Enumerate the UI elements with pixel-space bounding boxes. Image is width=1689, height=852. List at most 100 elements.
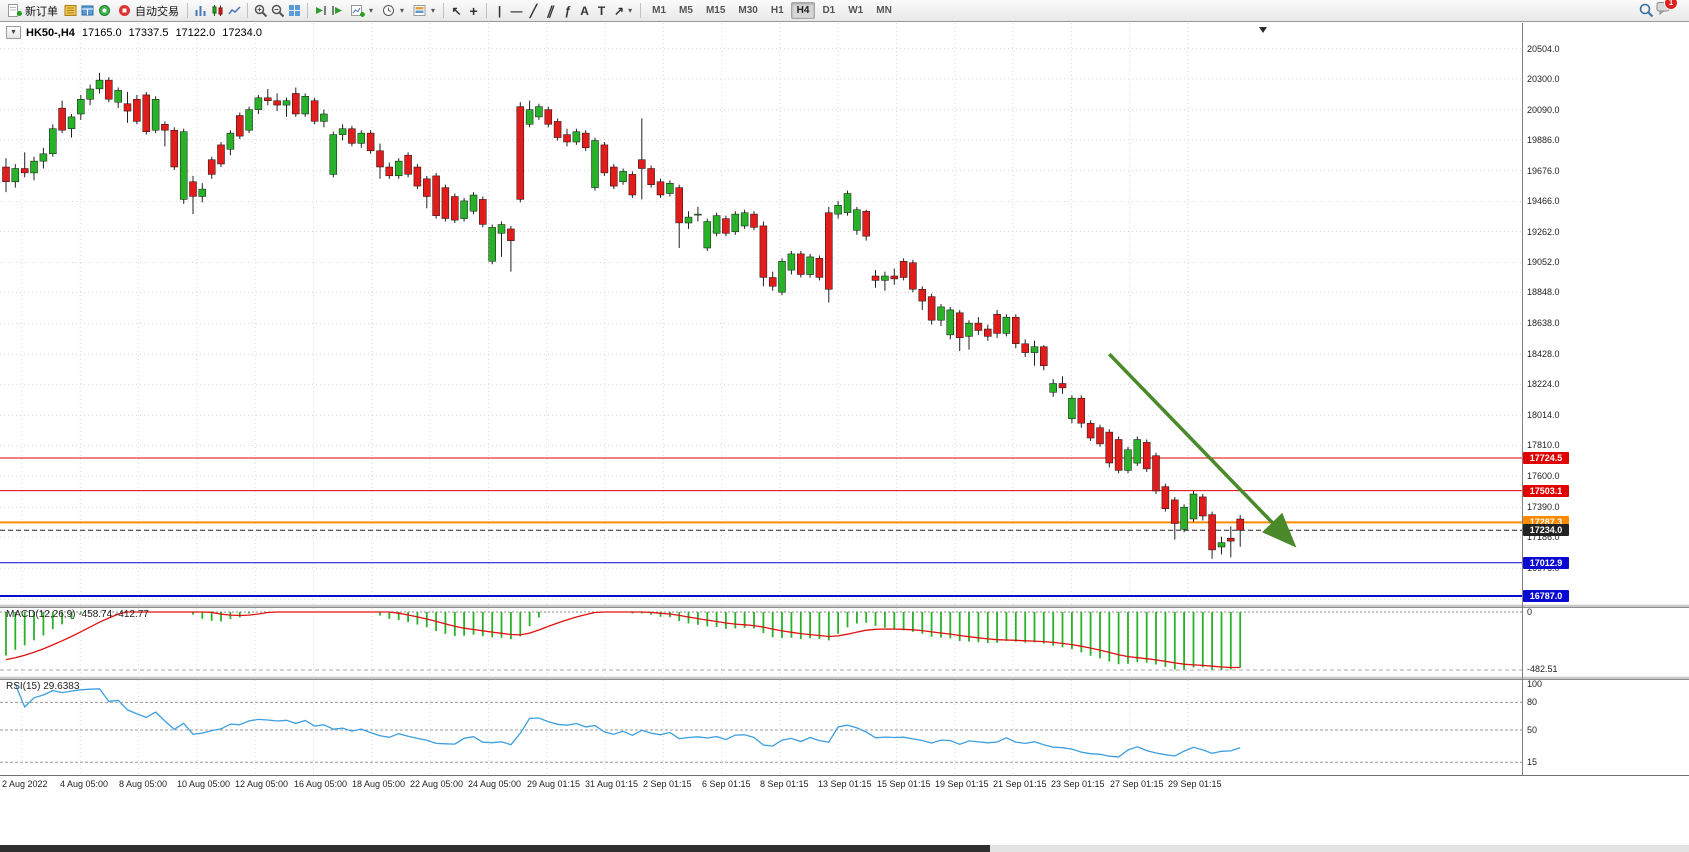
h-scrollbar-track[interactable] <box>0 845 1689 852</box>
x-axis-label: 21 Sep 01:15 <box>993 779 1047 789</box>
auto-scroll-button[interactable] <box>313 3 328 18</box>
y-axis-label: 17600.0 <box>1527 471 1560 481</box>
chevron-down-icon: ▾ <box>400 6 405 15</box>
x-axis-label: 19 Sep 01:15 <box>935 779 989 789</box>
y-axis-label: 18224.0 <box>1527 379 1560 389</box>
h-scrollbar-thumb[interactable] <box>0 845 990 852</box>
time-axis[interactable]: 2 Aug 2022 4 Aug 05:00 8 Aug 05:00 10 Aug 0… <box>0 775 1689 792</box>
text-tool[interactable]: A <box>580 3 589 18</box>
price-tag-17724.5: 17724.5 <box>1523 452 1569 464</box>
cursor-button[interactable]: ↖ <box>451 3 462 18</box>
tf-W1[interactable]: W1 <box>848 5 864 16</box>
tf-M30[interactable]: M30 <box>738 5 758 16</box>
periods-button[interactable]: ▾ <box>378 1 407 21</box>
auto-trading-button[interactable]: 自动交易 <box>114 1 182 21</box>
notifications-button[interactable] <box>1656 1 1671 16</box>
x-axis-label: 22 Aug 05:00 <box>410 779 464 789</box>
x-axis-label: 16 Aug 05:00 <box>294 779 348 789</box>
clock-icon <box>381 3 396 18</box>
bar-chart-button[interactable] <box>193 3 208 18</box>
rsi-level-label: 15 <box>1527 757 1538 767</box>
zoom-in-button[interactable] <box>253 3 268 18</box>
candlestick-chart-button[interactable] <box>210 3 225 18</box>
x-axis-label: 27 Sep 01:15 <box>1110 779 1164 789</box>
rsi-level-label: 50 <box>1527 725 1538 735</box>
new-order-label: 新订单 <box>25 5 58 18</box>
separator <box>640 3 642 18</box>
new-order-icon <box>7 3 22 18</box>
trendline-tool[interactable]: ╱ <box>529 3 538 18</box>
chart-shift-button[interactable] <box>330 3 345 18</box>
x-axis-label: 6 Sep 01:15 <box>702 779 751 789</box>
macd-values: -458.74 -412.77 <box>78 609 149 620</box>
vertical-line-tool[interactable]: | <box>497 3 502 18</box>
tf-H1[interactable]: H1 <box>770 5 784 16</box>
macd-scale-top: 0 <box>1527 607 1533 617</box>
search-button[interactable] <box>1639 3 1654 18</box>
arrow-shape-icon: ↗ <box>614 3 625 18</box>
y-axis-label: 18638.0 <box>1527 318 1560 328</box>
macd-label: MACD(12,26,9) -458.74 -412.77 <box>6 609 149 620</box>
tf-M15[interactable]: M15 <box>705 5 726 16</box>
price-tag-17234.0: 17234.0 <box>1523 524 1569 536</box>
x-axis-label: 29 Aug 01:15 <box>527 779 581 789</box>
y-axis-label: 17390.0 <box>1527 502 1560 512</box>
separator <box>443 3 445 18</box>
channel-tool[interactable]: ∥ <box>544 3 557 18</box>
chart-symbol-period: HK50-,H4 <box>26 26 75 39</box>
chart-title-overlay: ▼ HK50-,H4 17165.0 17337.5 17122.0 17234… <box>6 26 262 39</box>
panel-splitter[interactable] <box>0 676 1689 680</box>
y-axis-label: 17186.0 <box>1527 532 1560 542</box>
separator <box>247 3 248 18</box>
tf-H4[interactable]: H4 <box>790 2 816 19</box>
tf-D1[interactable]: D1 <box>822 5 836 16</box>
y-axis-label: 19052.0 <box>1527 257 1560 267</box>
navigator-icon[interactable] <box>97 3 112 18</box>
x-axis-label: 8 Sep 01:15 <box>760 779 809 789</box>
new-chart-button[interactable]: ▾ <box>347 1 376 21</box>
y-axis-label: 18428.0 <box>1527 349 1560 359</box>
chevron-down-icon: ▾ <box>369 6 374 15</box>
tf-MN[interactable]: MN <box>876 5 892 16</box>
rsi-panel-canvas[interactable] <box>0 680 1522 775</box>
templates-button[interactable]: ▾ <box>409 1 438 21</box>
tf-M1[interactable]: M1 <box>652 5 667 16</box>
separator <box>307 3 308 18</box>
chevron-down-icon: ▾ <box>628 6 633 15</box>
x-axis-label: 2 Sep 01:15 <box>643 779 692 789</box>
price-axis-border <box>1522 23 1523 775</box>
macd-name: MACD(12,26,9) <box>6 609 76 620</box>
y-axis-label: 20090.0 <box>1527 105 1560 115</box>
x-axis-label: 4 Aug 05:00 <box>60 779 109 789</box>
y-axis-label: 17810.0 <box>1527 440 1560 450</box>
panel-splitter[interactable] <box>0 604 1689 608</box>
one-click-trading-toggle[interactable]: ▼ <box>6 26 21 39</box>
ohlc-open: 17165.0 <box>81 26 122 39</box>
zoom-out-button[interactable] <box>270 3 285 18</box>
notification-badge[interactable]: 1 <box>1664 0 1678 10</box>
y-axis-label: 19466.0 <box>1527 196 1560 206</box>
market-watch-icon[interactable] <box>63 3 78 18</box>
tile-windows-button[interactable] <box>287 3 302 18</box>
shapes-tool[interactable]: ↗ ▾ <box>611 1 635 21</box>
new-order-button[interactable]: 新订单 <box>4 1 61 21</box>
y-axis-label: 20504.0 <box>1527 44 1560 54</box>
horizontal-line-tool[interactable]: — <box>510 3 523 18</box>
rsi-value: 29.6383 <box>43 681 80 692</box>
chart-shift-marker[interactable] <box>1259 27 1267 33</box>
fibonacci-tool[interactable]: ƒ <box>564 3 571 18</box>
line-chart-button[interactable] <box>227 3 242 18</box>
rsi-name: RSI(15) <box>6 681 41 692</box>
rsi-level-label: 100 <box>1527 679 1543 689</box>
price-chart-canvas[interactable] <box>0 23 1522 604</box>
x-axis-label: 10 Aug 05:00 <box>177 779 231 789</box>
y-axis-label: 19886.0 <box>1527 135 1560 145</box>
price-tag-17503.1: 17503.1 <box>1523 485 1569 497</box>
y-axis-label: 20300.0 <box>1527 74 1560 84</box>
tf-M5[interactable]: M5 <box>679 5 693 16</box>
label-tool[interactable]: T <box>597 3 606 18</box>
macd-panel-canvas[interactable] <box>0 608 1522 676</box>
x-axis-label: 13 Sep 01:15 <box>818 779 872 789</box>
crosshair-button[interactable]: + <box>469 2 478 19</box>
data-window-icon[interactable] <box>80 3 95 18</box>
